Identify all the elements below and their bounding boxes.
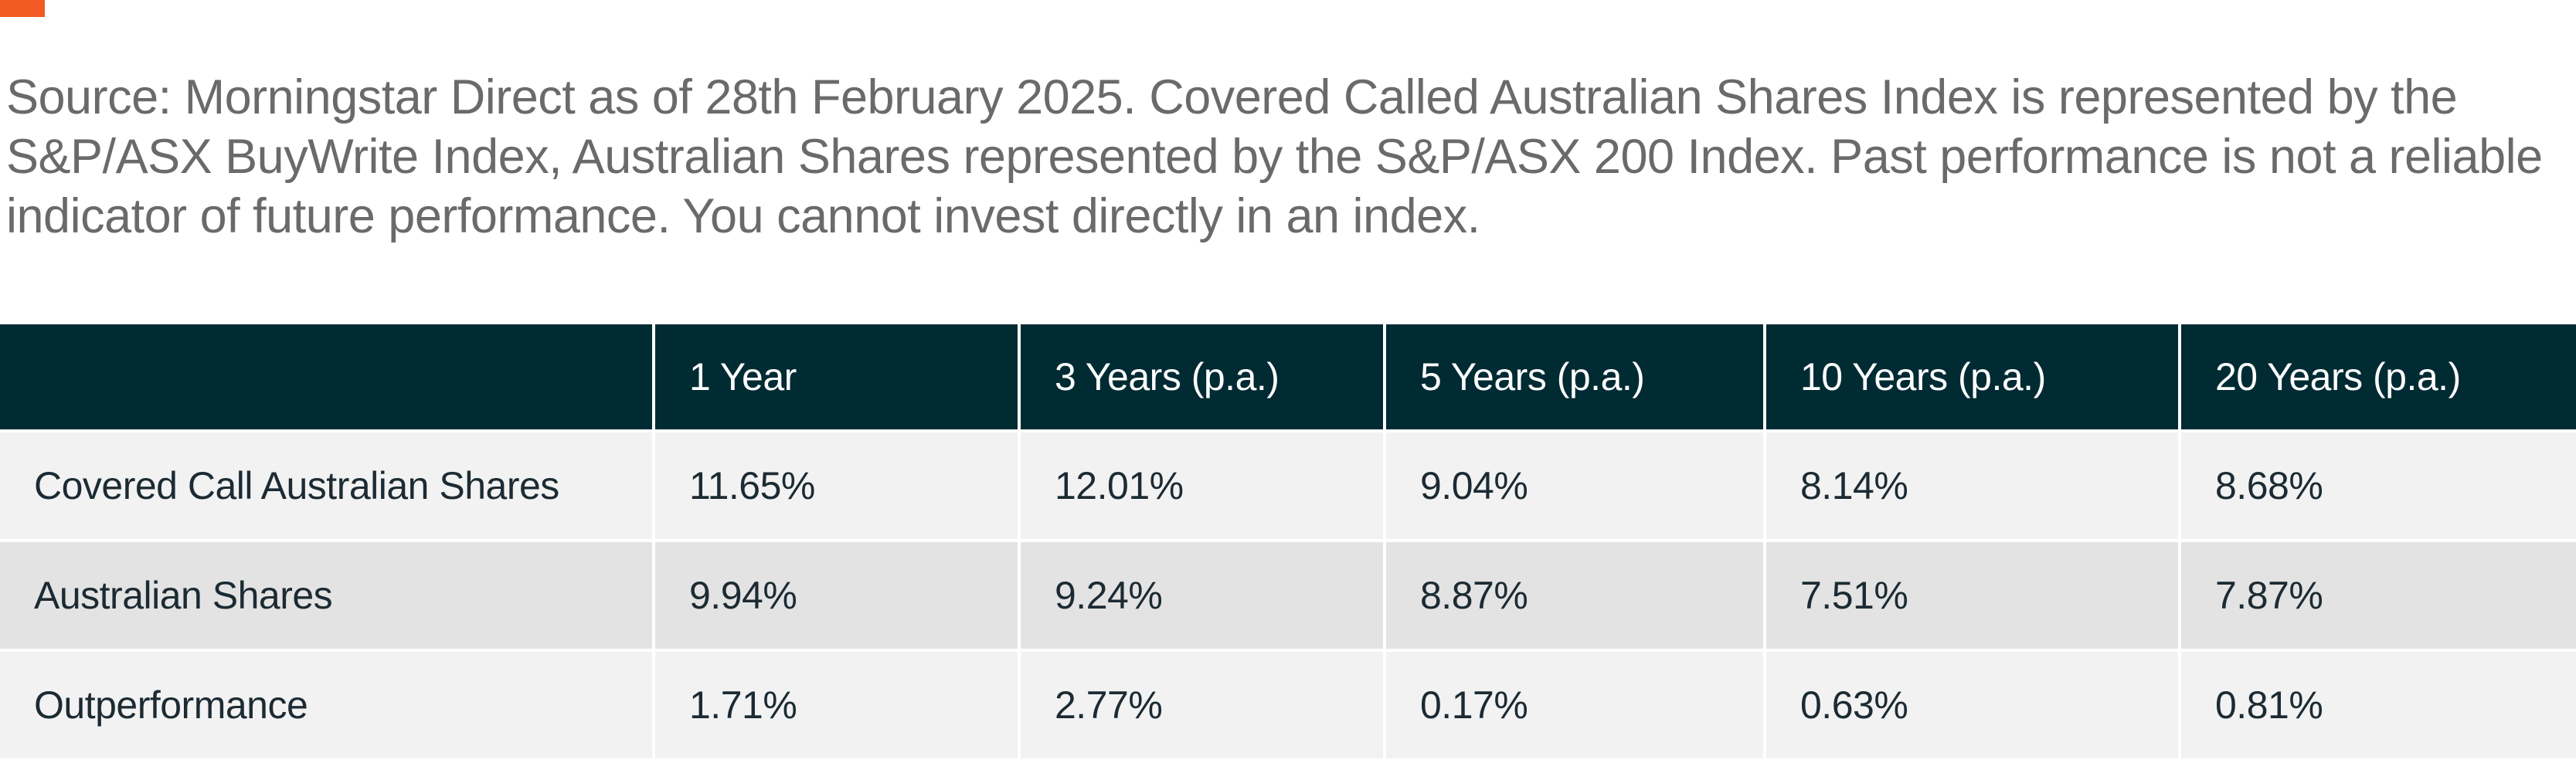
- performance-table: 1 Year 3 Years (p.a.) 5 Years (p.a.) 10 …: [0, 324, 2576, 758]
- header-cell-1-year: 1 Year: [654, 324, 1021, 432]
- table-cell: 9.04%: [1385, 431, 1766, 542]
- accent-bar: [0, 0, 45, 17]
- table-cell: 2.77%: [1019, 650, 1386, 758]
- table-row: Covered Call Australian Shares 11.65% 12…: [0, 431, 2576, 542]
- header-cell-10-years: 10 Years (p.a.): [1765, 324, 2181, 432]
- table-cell: 7.51%: [1765, 541, 2181, 652]
- table-header: 1 Year 3 Years (p.a.) 5 Years (p.a.) 10 …: [0, 324, 2576, 432]
- table-cell: 0.63%: [1765, 650, 2181, 758]
- table-row: Outperformance 1.71% 2.77% 0.17% 0.63% 0…: [0, 650, 2576, 758]
- header-cell-5-years: 5 Years (p.a.): [1385, 324, 1766, 432]
- table-cell: 9.94%: [654, 541, 1021, 652]
- table-body: Covered Call Australian Shares 11.65% 12…: [0, 431, 2576, 758]
- table-cell: 9.24%: [1019, 541, 1386, 652]
- table-cell: 1.71%: [654, 650, 1021, 758]
- header-row: 1 Year 3 Years (p.a.) 5 Years (p.a.) 10 …: [0, 324, 2576, 432]
- row-label: Outperformance: [0, 650, 655, 758]
- source-note: Source: Morningstar Direct as of 28th Fe…: [6, 70, 2543, 243]
- table-cell: 12.01%: [1019, 431, 1386, 542]
- header-cell-blank: [0, 324, 655, 432]
- row-label: Australian Shares: [0, 541, 655, 652]
- row-label: Covered Call Australian Shares: [0, 431, 655, 542]
- table-cell: 8.68%: [2180, 431, 2576, 542]
- table-cell: 7.87%: [2180, 541, 2576, 652]
- table-cell: 8.14%: [1765, 431, 2181, 542]
- header-cell-3-years: 3 Years (p.a.): [1019, 324, 1386, 432]
- table-cell: 0.81%: [2180, 650, 2576, 758]
- table-cell: 11.65%: [654, 431, 1021, 542]
- table-cell: 8.87%: [1385, 541, 1766, 652]
- table-row: Australian Shares 9.94% 9.24% 8.87% 7.51…: [0, 541, 2576, 652]
- table-cell: 0.17%: [1385, 650, 1766, 758]
- header-cell-20-years: 20 Years (p.a.): [2180, 324, 2576, 432]
